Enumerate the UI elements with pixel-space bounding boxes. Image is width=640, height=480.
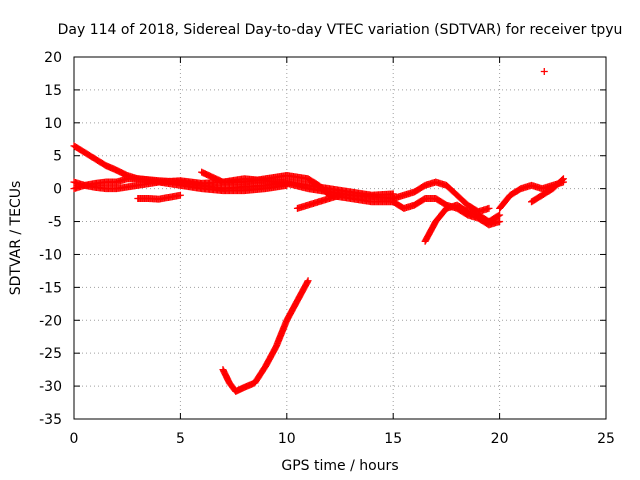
y-tick-label: -20 xyxy=(39,313,62,329)
x-tick-label: 0 xyxy=(70,431,79,447)
tick-labels: 0 5 10 15 20 25 -35 -30 -25 -20 -15 -10 -5 0 5 10 15 20 xyxy=(39,50,615,447)
x-tick-label: 20 xyxy=(491,431,509,447)
x-axis-label: GPS time / hours xyxy=(281,458,398,474)
y-tick-label: -30 xyxy=(39,379,62,395)
data-point xyxy=(496,218,504,226)
data-point xyxy=(336,191,344,199)
grid xyxy=(74,57,606,419)
data-point xyxy=(540,67,548,75)
data-point xyxy=(494,212,502,220)
data-point xyxy=(558,176,566,184)
data-point xyxy=(304,277,312,285)
data-point xyxy=(485,204,493,212)
y-tick-label: -10 xyxy=(39,247,62,263)
y-tick-label: 20 xyxy=(44,50,62,66)
chart-title: Day 114 of 2018, Sidereal Day-to-day VTE… xyxy=(58,22,623,38)
x-tick-label: 5 xyxy=(176,431,185,447)
y-axis-label: SDTVAR / TECUs xyxy=(8,181,24,296)
ticks xyxy=(73,56,607,420)
y-tick-label: -5 xyxy=(48,215,62,231)
data-point xyxy=(496,211,504,219)
y-tick-label: 15 xyxy=(44,83,62,99)
y-tick-label: 0 xyxy=(53,182,62,198)
y-tick-label: -15 xyxy=(39,280,62,296)
plot-frame xyxy=(73,56,607,420)
x-tick-label: 15 xyxy=(384,431,402,447)
y-tick-label: -25 xyxy=(39,346,62,362)
data-point xyxy=(559,175,567,183)
y-tick-label: 10 xyxy=(44,116,62,132)
y-tick-label: 5 xyxy=(53,149,62,165)
x-tick-label: 25 xyxy=(597,431,615,447)
data-marks xyxy=(70,67,567,395)
data-point xyxy=(176,191,184,199)
y-tick-label: -35 xyxy=(39,412,62,428)
x-tick-label: 10 xyxy=(278,431,296,447)
